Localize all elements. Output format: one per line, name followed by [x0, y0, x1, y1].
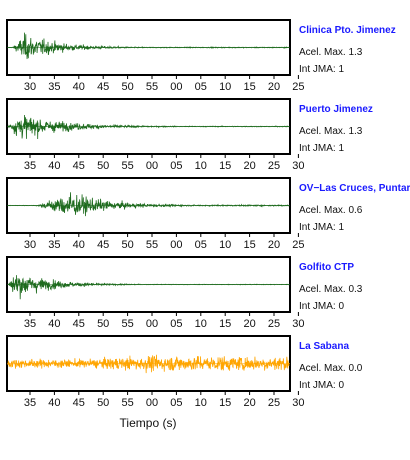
- x-tick-label: 55: [121, 160, 133, 172]
- x-tick-label: 05: [170, 397, 182, 409]
- x-axis-label: Tiempo (s): [120, 416, 177, 430]
- x-tick-label: 55: [146, 239, 158, 251]
- x-tick-label: 30: [24, 239, 36, 251]
- station-name: Puerto Jimenez: [299, 104, 373, 115]
- x-tick-label: 25: [268, 397, 280, 409]
- x-tick-label: 15: [219, 397, 231, 409]
- x-tick-label: 40: [73, 239, 85, 251]
- x-tick-label: 55: [146, 81, 158, 93]
- x-tick-label: 35: [48, 81, 60, 93]
- x-tick-label: 40: [48, 160, 60, 172]
- x-tick-label: 25: [268, 318, 280, 330]
- x-tick-label: 10: [219, 81, 231, 93]
- int-jma-label: Int JMA: 0: [299, 380, 344, 391]
- x-tick-label: 50: [121, 239, 133, 251]
- x-tick-label: 40: [48, 318, 60, 330]
- x-tick-label: 30: [24, 81, 36, 93]
- x-tick-label: 40: [73, 81, 85, 93]
- x-tick-label: 40: [48, 397, 60, 409]
- x-tick-label: 50: [97, 397, 109, 409]
- x-tick-label: 00: [146, 397, 158, 409]
- int-jma-label: Int JMA: 1: [299, 143, 344, 154]
- x-tick-label: 15: [219, 160, 231, 172]
- panel-2: 35 40 45 50 55 00 05 10 15 20 25 30 Puerto Jimenez Ac…: [6, 98, 373, 172]
- waveform-trace: [7, 192, 290, 217]
- x-tick-label: 10: [195, 160, 207, 172]
- panel-5: 35 40 45 50 55 00 05 10 15 20 25 30 La Sabana Acel. M…: [6, 335, 363, 409]
- x-tick-label: 20: [243, 160, 255, 172]
- waveform-trace: [7, 32, 290, 60]
- x-tick-label: 25: [268, 160, 280, 172]
- accel-max-label: Acel. Max. 0.6: [299, 205, 363, 216]
- int-jma-label: Int JMA: 0: [299, 301, 344, 312]
- panel-4: 35 40 45 50 55 00 05 10 15 20 25 30 Golfito CTP Acel.…: [6, 256, 363, 330]
- waveform-trace: [7, 354, 290, 374]
- x-tick-label: 45: [97, 81, 109, 93]
- x-tick-label: 00: [146, 160, 158, 172]
- station-name: Clinica Pto. Jimenez: [299, 25, 396, 36]
- accel-max-label: Acel. Max. 0.3: [299, 284, 363, 295]
- waveform-trace: [7, 275, 290, 300]
- x-tick-label: 25: [292, 239, 304, 251]
- x-tick-label: 15: [219, 318, 231, 330]
- x-tick-label: 55: [121, 397, 133, 409]
- x-tick-label: 45: [73, 397, 85, 409]
- panel-1: 30 35 40 45 50 55 00 05 10 15 20 25 Clinica Pto. Jim…: [6, 19, 396, 93]
- x-tick-label: 05: [195, 239, 207, 251]
- x-tick-label: 10: [195, 397, 207, 409]
- x-tick-label: 00: [170, 81, 182, 93]
- station-name: Golfito CTP: [299, 262, 354, 273]
- x-tick-label: 50: [97, 160, 109, 172]
- x-tick-label: 50: [121, 81, 133, 93]
- x-tick-label: 20: [268, 81, 280, 93]
- x-tick-label: 35: [48, 239, 60, 251]
- x-tick-label: 10: [195, 318, 207, 330]
- panels-group: 30 35 40 45 50 55 00 05 10 15 20 25 Clinica Pto. Jim…: [6, 19, 410, 409]
- station-name: La Sabana: [299, 341, 349, 352]
- x-tick-label: 35: [24, 318, 36, 330]
- accel-max-label: Acel. Max. 1.3: [299, 47, 363, 58]
- x-tick-label: 25: [292, 81, 304, 93]
- waveform-trace: [7, 115, 290, 140]
- x-tick-label: 20: [268, 239, 280, 251]
- x-tick-label: 35: [24, 397, 36, 409]
- x-tick-label: 05: [170, 318, 182, 330]
- x-tick-label: 05: [170, 160, 182, 172]
- x-tick-label: 30: [292, 318, 304, 330]
- int-jma-label: Int JMA: 1: [299, 222, 344, 233]
- x-tick-label: 50: [97, 318, 109, 330]
- x-tick-label: 45: [73, 160, 85, 172]
- panel-3: 30 35 40 45 50 55 00 05 10 15 20 25 OV−Las Cruces, P…: [6, 177, 410, 251]
- x-tick-label: 20: [243, 397, 255, 409]
- int-jma-label: Int JMA: 1: [299, 64, 344, 75]
- x-tick-label: 20: [243, 318, 255, 330]
- x-tick-label: 35: [24, 160, 36, 172]
- x-tick-label: 15: [243, 81, 255, 93]
- accel-max-label: Acel. Max. 0.0: [299, 363, 363, 374]
- x-tick-label: 00: [170, 239, 182, 251]
- x-tick-label: 45: [73, 318, 85, 330]
- x-tick-label: 00: [146, 318, 158, 330]
- x-tick-label: 10: [219, 239, 231, 251]
- x-tick-label: 45: [97, 239, 109, 251]
- x-tick-label: 55: [121, 318, 133, 330]
- x-tick-label: 15: [243, 239, 255, 251]
- x-tick-label: 05: [195, 81, 207, 93]
- accel-max-label: Acel. Max. 1.3: [299, 126, 363, 137]
- x-tick-label: 30: [292, 160, 304, 172]
- station-name: OV−Las Cruces, Puntar: [299, 183, 410, 194]
- x-tick-label: 30: [292, 397, 304, 409]
